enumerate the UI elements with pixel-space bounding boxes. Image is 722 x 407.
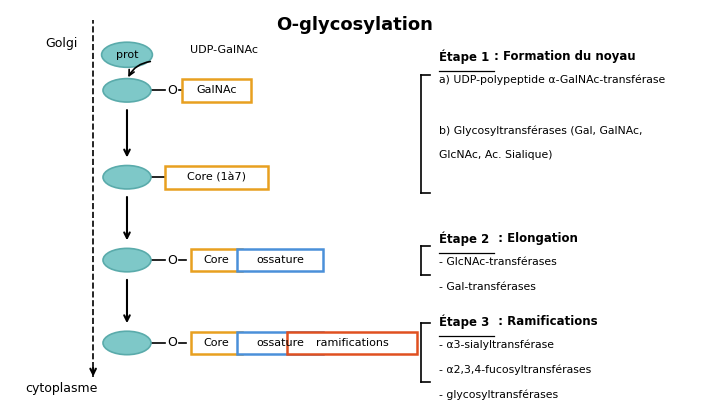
Text: Core: Core bbox=[204, 338, 230, 348]
Text: Étape 3: Étape 3 bbox=[439, 315, 489, 329]
FancyBboxPatch shape bbox=[191, 332, 242, 354]
Text: GlcNAc, Ac. Sialique): GlcNAc, Ac. Sialique) bbox=[439, 150, 552, 160]
FancyBboxPatch shape bbox=[183, 79, 251, 102]
Text: - α2,3,4-fucosyltransférases: - α2,3,4-fucosyltransférases bbox=[439, 365, 591, 375]
Text: Étape 1: Étape 1 bbox=[439, 50, 489, 64]
Ellipse shape bbox=[103, 166, 151, 189]
Text: cytoplasme: cytoplasme bbox=[25, 382, 97, 395]
Text: - α3-sialyltransférase: - α3-sialyltransférase bbox=[439, 340, 554, 350]
Text: O: O bbox=[168, 171, 177, 184]
Text: O: O bbox=[168, 84, 177, 97]
Ellipse shape bbox=[103, 79, 151, 102]
FancyBboxPatch shape bbox=[287, 332, 417, 354]
FancyBboxPatch shape bbox=[237, 332, 323, 354]
Ellipse shape bbox=[102, 42, 152, 67]
Text: a) UDP-polypeptide α-GalNAc-transférase: a) UDP-polypeptide α-GalNAc-transférase bbox=[439, 75, 665, 85]
FancyBboxPatch shape bbox=[165, 166, 269, 188]
Text: - glycosyltransférases: - glycosyltransférases bbox=[439, 390, 558, 400]
Text: ramifications: ramifications bbox=[316, 338, 388, 348]
Ellipse shape bbox=[103, 248, 151, 272]
FancyBboxPatch shape bbox=[191, 249, 242, 271]
Text: ossature: ossature bbox=[256, 338, 304, 348]
Text: GalNAc: GalNAc bbox=[196, 85, 237, 95]
Text: - Gal-transférases: - Gal-transférases bbox=[439, 282, 536, 292]
Text: ossature: ossature bbox=[256, 255, 304, 265]
Text: prot: prot bbox=[116, 50, 138, 60]
Text: UDP-GalNAc: UDP-GalNAc bbox=[191, 45, 258, 55]
Text: : Elongation: : Elongation bbox=[494, 232, 578, 245]
Text: : Ramifications: : Ramifications bbox=[494, 315, 598, 328]
Text: O: O bbox=[168, 337, 177, 350]
Text: - GlcNAc-transférases: - GlcNAc-transférases bbox=[439, 257, 557, 267]
Text: Core: Core bbox=[204, 255, 230, 265]
Text: Étape 2: Étape 2 bbox=[439, 232, 489, 246]
Text: Core (1à7): Core (1à7) bbox=[187, 172, 246, 182]
Text: : Formation du noyau: : Formation du noyau bbox=[494, 50, 636, 63]
FancyBboxPatch shape bbox=[237, 249, 323, 271]
Text: O-glycosylation: O-glycosylation bbox=[276, 15, 432, 33]
Text: b) Glycosyltransférases (Gal, GalNAc,: b) Glycosyltransférases (Gal, GalNAc, bbox=[439, 125, 643, 136]
Text: Golgi: Golgi bbox=[45, 37, 77, 50]
Text: O: O bbox=[168, 254, 177, 267]
Ellipse shape bbox=[103, 331, 151, 354]
